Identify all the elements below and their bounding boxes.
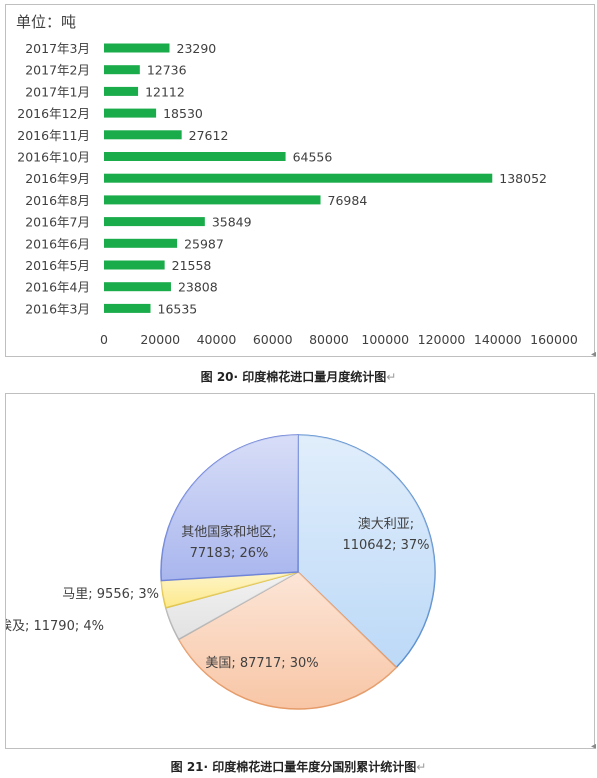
- pie-slice-shade: [298, 435, 436, 668]
- x-tick-label: 40000: [197, 332, 237, 347]
- slice-label: 澳大利亚;: [358, 516, 414, 532]
- bar-chart-caption-text: 图 20· 印度棉花进口量月度统计图: [200, 370, 387, 384]
- slice-value: 110642; 37%: [342, 538, 429, 553]
- bar: [104, 108, 157, 118]
- pie-slice-shade: [161, 435, 298, 581]
- bar-chart-caption-mark: ↵: [386, 370, 397, 384]
- y-tick-label: 2016年7月: [25, 215, 90, 230]
- data-label: 25987: [184, 236, 224, 251]
- bar: [104, 130, 182, 140]
- slice-value: 77183; 26%: [190, 546, 269, 561]
- slice-label: 马里; 9556; 3%: [62, 587, 159, 602]
- y-tick-label: 2016年5月: [25, 258, 90, 273]
- y-tick-label: 2017年2月: [25, 63, 90, 78]
- bar: [104, 238, 178, 248]
- bar-chart-caption: 图 20· 印度棉花进口量月度统计图↵: [0, 368, 597, 385]
- bar: [104, 43, 170, 53]
- pie-slice-shade: [178, 572, 397, 709]
- data-label: 21558: [172, 258, 212, 273]
- data-label: 27612: [189, 128, 229, 143]
- bar: [104, 86, 139, 96]
- data-label: 76984: [328, 193, 368, 208]
- data-label: 12112: [145, 84, 185, 99]
- data-label: 23808: [178, 280, 218, 295]
- x-tick-label: 60000: [253, 332, 293, 347]
- y-tick-label: 2016年3月: [25, 301, 90, 316]
- data-label: 23290: [177, 41, 217, 56]
- bar: [104, 282, 171, 292]
- bar: [104, 152, 286, 161]
- x-tick-label: 100000: [361, 332, 409, 347]
- y-tick-label: 2016年6月: [25, 236, 90, 251]
- data-label: 18530: [163, 106, 203, 121]
- data-label: 64556: [293, 150, 333, 165]
- x-tick-label: 0: [100, 332, 108, 347]
- y-tick-label: 2017年3月: [25, 41, 90, 56]
- pie-chart-caption: 图 21· 印度棉花进口量年度分国别累计统计图↵: [0, 758, 597, 775]
- bar: [104, 303, 151, 313]
- pie-slice-shade: [161, 572, 298, 608]
- pie-chart-caption-text: 图 21· 印度棉花进口量年度分国别累计统计图: [170, 760, 417, 774]
- y-tick-label: 2016年4月: [25, 280, 90, 295]
- bar-chart-svg: 2017年3月 23290 2017年2月 12736 2017年1月 12112 2016…: [17, 41, 578, 347]
- y-tick-label: 2016年12月: [17, 106, 90, 121]
- bar: [104, 195, 321, 205]
- pie-chart-panel: 澳大利亚; 110642; 37% 美国; 87717; 30% 埃及; 11790;…: [5, 393, 595, 749]
- data-label: 16535: [158, 301, 198, 316]
- unit-label: 单位：吨: [16, 13, 77, 31]
- slice-label: 美国; 87717; 30%: [205, 656, 318, 671]
- slice-label: 其他国家和地区;: [181, 524, 276, 540]
- corner-mark: ◂: [591, 349, 597, 360]
- y-tick-label: 2016年11月: [17, 128, 90, 143]
- bar: [104, 217, 205, 227]
- corner-mark-2: ◂: [591, 741, 597, 752]
- pie-chart-caption-mark: ↵: [416, 760, 427, 774]
- bar: [104, 260, 165, 270]
- slice-label: 埃及; 11790; 4%: [6, 619, 104, 634]
- bar: [104, 65, 140, 75]
- x-tick-label: 140000: [474, 332, 522, 347]
- y-tick-label: 2016年10月: [17, 150, 90, 165]
- x-tick-label: 160000: [530, 332, 578, 347]
- y-tick-label: 2017年1月: [25, 84, 90, 99]
- y-tick-label: 2016年8月: [25, 193, 90, 208]
- data-label: 138052: [499, 171, 547, 186]
- data-label: 12736: [147, 63, 187, 78]
- x-tick-label: 120000: [418, 332, 466, 347]
- x-tick-label: 20000: [140, 332, 180, 347]
- x-tick-label: 80000: [309, 332, 349, 347]
- pie-chart-svg: 澳大利亚; 110642; 37% 美国; 87717; 30% 埃及; 11790;…: [6, 434, 436, 710]
- bar-chart-panel: 单位：吨 2017年3月 23290 2017年2月 12736 2017年1月 1211…: [5, 4, 595, 357]
- y-tick-label: 2016年9月: [25, 171, 90, 186]
- data-label: 35849: [212, 215, 252, 230]
- pie-slice-shade: [165, 572, 298, 640]
- bar: [104, 173, 493, 183]
